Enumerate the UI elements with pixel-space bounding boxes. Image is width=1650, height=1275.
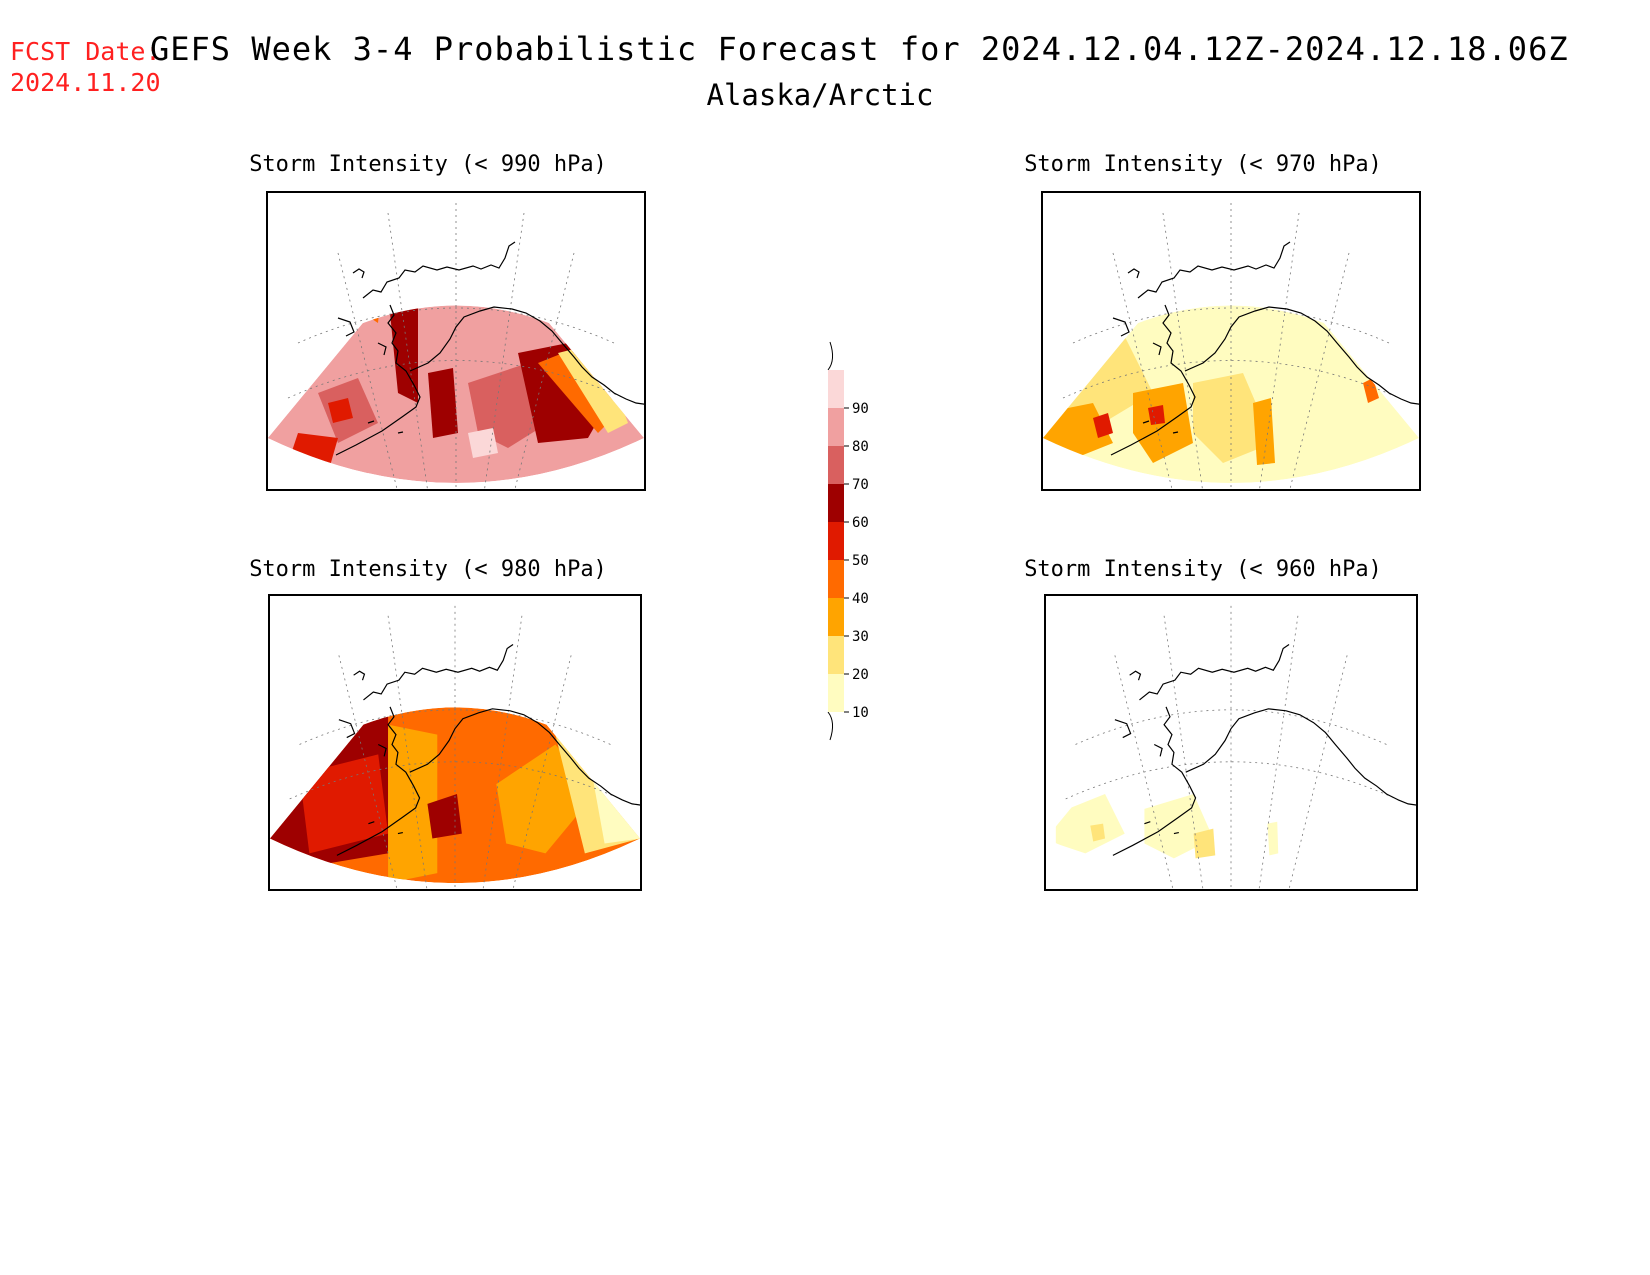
colorbar-swatch	[828, 484, 844, 522]
colorbar-swatch	[828, 446, 844, 484]
probability-fill	[1055, 793, 1279, 859]
map-panel-990	[266, 191, 646, 491]
graticule	[287, 203, 625, 489]
colorbar-swatch	[828, 560, 844, 598]
probability-fill	[1043, 305, 1419, 483]
colorbar-label: 40	[852, 591, 869, 607]
panel-title-970: Storm Intensity (< 970 hPa)	[1024, 152, 1382, 177]
map-panel-980	[268, 594, 642, 891]
colorbar-swatch	[828, 636, 844, 674]
panel-title-980: Storm Intensity (< 980 hPa)	[249, 557, 607, 582]
colorbar-label: 20	[852, 667, 869, 683]
map-layer	[1043, 203, 1419, 489]
colorbar-label: 70	[852, 477, 869, 493]
colorbar-label: 80	[852, 439, 869, 455]
colorbar-swatch	[828, 674, 844, 712]
page-subtitle: Alaska/Arctic	[706, 78, 934, 112]
forecast-date-block: FCST Date: 2024.11.20	[10, 36, 161, 98]
coastline	[335, 241, 644, 456]
panel-title-960: Storm Intensity (< 960 hPa)	[1024, 557, 1382, 582]
coastline	[1112, 644, 1416, 856]
colorbar-swatch	[828, 522, 844, 560]
colorbar-label: 90	[852, 401, 869, 417]
coastline	[1110, 241, 1419, 456]
colorbar-swatch	[828, 370, 844, 408]
colorbar-label: 10	[852, 705, 869, 721]
graticule	[1065, 605, 1397, 889]
map-990	[268, 203, 644, 489]
colorbar-label: 30	[852, 629, 869, 645]
probability-fill	[268, 305, 644, 483]
map-960	[1055, 605, 1416, 889]
graticule	[289, 605, 621, 889]
forecast-date-value: 2024.11.20	[10, 68, 161, 97]
map-980	[270, 605, 640, 889]
coastline	[336, 644, 640, 856]
map-panel-970	[1041, 191, 1421, 491]
map-layer	[270, 605, 640, 889]
forecast-date-label: FCST Date:	[10, 37, 161, 66]
colorbar-label: 60	[852, 515, 869, 531]
map-layer	[268, 203, 644, 489]
probability-fill	[270, 707, 640, 884]
colorbar: 10 20 30 40 50 60 70 80 90	[827, 341, 869, 741]
panel-title-990: Storm Intensity (< 990 hPa)	[249, 152, 607, 177]
map-panel-960	[1044, 594, 1418, 891]
colorbar-swatch	[828, 598, 844, 636]
map-layer	[1055, 605, 1416, 889]
colorbar-top-cap	[827, 341, 834, 371]
colorbar-bottom-cap	[827, 711, 834, 741]
colorbar-swatch	[828, 408, 844, 446]
colorbar-label: 50	[852, 553, 869, 569]
graticule	[1062, 203, 1400, 489]
page-title: GEFS Week 3-4 Probabilistic Forecast for…	[150, 30, 1569, 68]
map-970	[1043, 203, 1419, 489]
